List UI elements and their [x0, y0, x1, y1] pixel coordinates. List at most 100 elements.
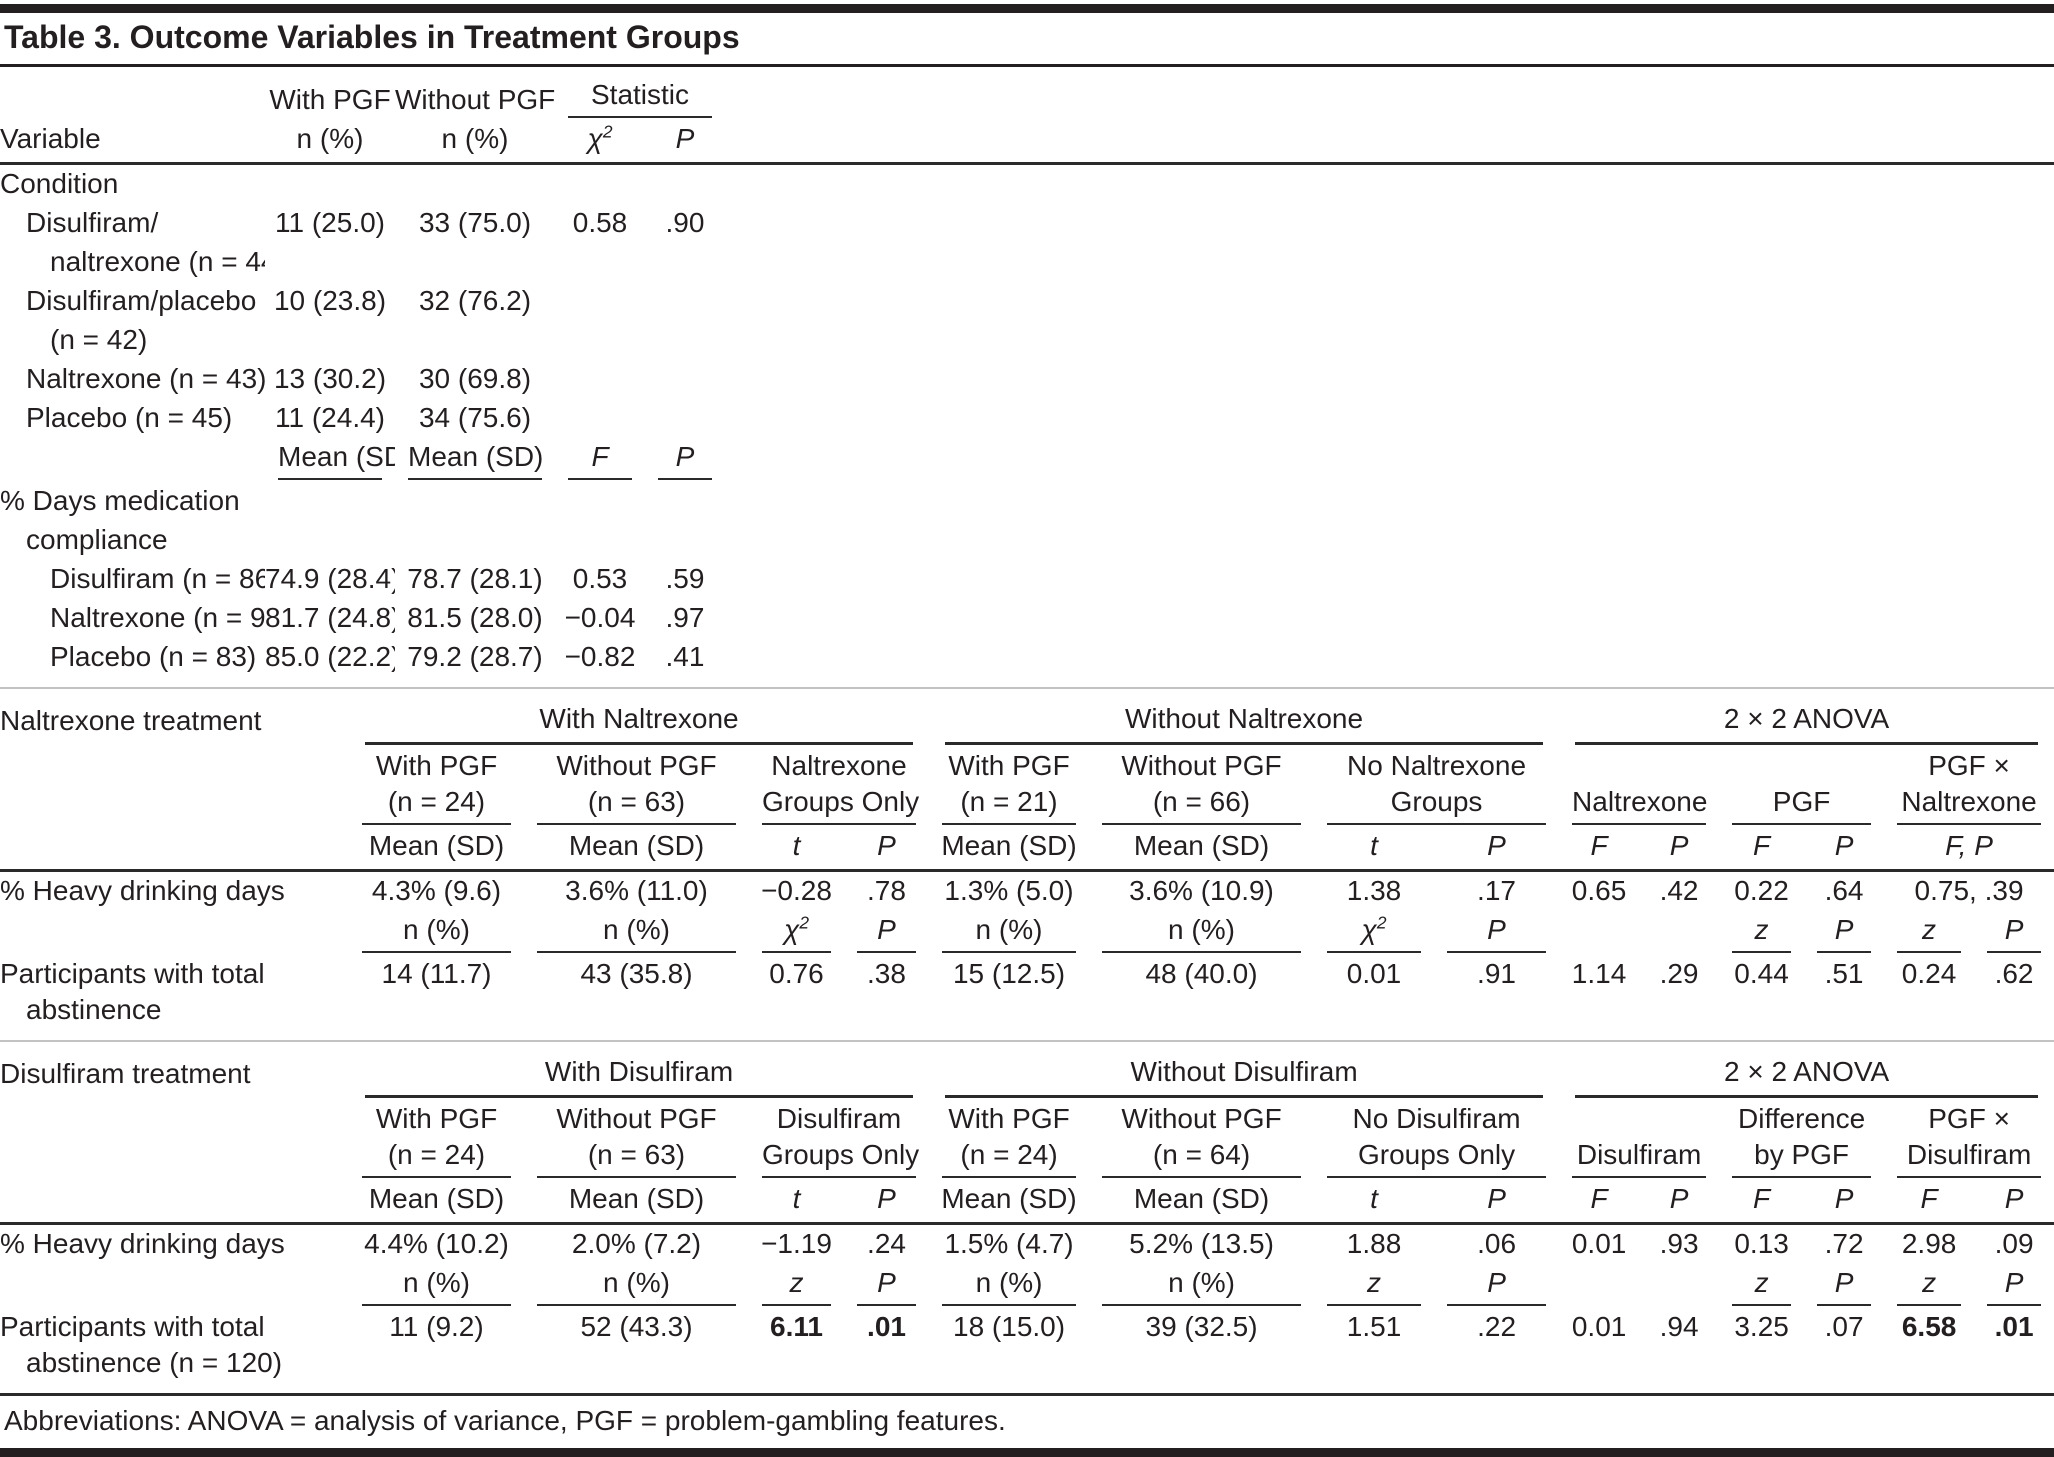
cell [645, 282, 725, 321]
col-header: Without PGF (n = 64) [1089, 1100, 1314, 1180]
cell [725, 399, 2054, 438]
cell [265, 321, 395, 360]
cell: −1.19 [761, 1228, 832, 1259]
underlined-header: With PGF (n = 24) [362, 1101, 511, 1178]
row-label: compliance [26, 524, 168, 555]
col-header-fp: F, P [1884, 827, 2054, 872]
col-header: n (%) [524, 1264, 749, 1308]
cell: 11 (24.4) [275, 402, 385, 433]
underlined-header: P [1447, 1265, 1547, 1306]
cell: 11 (9.2) [389, 1311, 484, 1342]
col-header-z: z [1884, 911, 1974, 955]
table-row: % Heavy drinking days 4.4% (10.2) 2.0% (… [0, 1224, 2054, 1265]
col-header-chi2: χ2 [555, 120, 645, 165]
cell: 1.14 [1571, 958, 1627, 989]
col-header: n (%) [349, 911, 524, 955]
underlined-header: 2 × 2 ANOVA [1575, 1054, 2039, 1098]
cell [725, 120, 2054, 165]
cell: 0.58 [572, 207, 628, 238]
cell: 48 (40.0) [1145, 958, 1258, 989]
cell: .24 [867, 1228, 906, 1259]
underlined-header: Naltrexone [1572, 784, 1707, 825]
table-row: % Heavy drinking days 4.3% (9.6) 3.6% (1… [0, 871, 2054, 912]
underlined-header: n (%) [362, 1265, 511, 1306]
col-header-p: P [1639, 827, 1720, 872]
col-header-p: P [844, 1180, 930, 1225]
cell: 0.75, .39 [1914, 875, 2024, 906]
col-header: n (%) [929, 1264, 1089, 1308]
footer-rule [0, 1393, 2054, 1396]
row-label: (n = 42) [50, 324, 148, 355]
cell: 0.01 [1346, 958, 1402, 989]
cell: .22 [1477, 1311, 1517, 1342]
col-header: With PGF (n = 21) [929, 747, 1089, 827]
cell [725, 321, 2054, 360]
cell: 10 (23.8) [273, 285, 387, 316]
cell: 85.0 (22.2) [265, 641, 395, 672]
table-row: n (%) n (%) z P n (%) n (%) z P z P z P [0, 1264, 2054, 1308]
col-header-chi2: χ2 [749, 911, 844, 955]
underlined-header: n (%) [942, 912, 1076, 953]
table-row: Mean (SD) Mean (SD) t P Mean (SD) Mean (… [0, 827, 2054, 872]
col-header-z: z [749, 1264, 844, 1308]
col-header: With PGF [269, 84, 391, 115]
col-header-t: t [749, 1180, 844, 1225]
cell: .93 [1659, 1228, 1699, 1259]
cell: 78.7 (28.1) [407, 563, 543, 594]
cell [725, 243, 2054, 282]
table-row: Naltrexone (n = 43) 13 (30.2) 30 (69.8) [0, 360, 2054, 399]
col-header: PGF [1719, 747, 1884, 827]
table-row: n (%) n (%) χ2 P n (%) n (%) χ2 P z P z … [0, 911, 2054, 955]
underlined-header: z [1327, 1265, 1422, 1306]
underlined-header: PGF × Disulfiram [1897, 1101, 2042, 1178]
underlined-header: Without Naltrexone [945, 701, 1544, 745]
cell: 11 (25.0) [275, 207, 385, 238]
col-header-variable: Variable [0, 120, 265, 165]
cell: .91 [1477, 958, 1516, 989]
table-row: Placebo (n = 83) 85.0 (22.2) 79.2 (28.7)… [0, 638, 2054, 687]
cell: 0.01 [1571, 1311, 1627, 1342]
section-divider [0, 687, 2054, 689]
underlined-header: Without PGF (n = 66) [1102, 748, 1301, 825]
cell [725, 560, 2054, 599]
col-header-f: F [1559, 1180, 1640, 1225]
underlined-header: χ2 [1327, 912, 1421, 953]
span-header: Without Disulfiram [929, 1042, 1559, 1100]
cell: .06 [1477, 1228, 1517, 1259]
underlined-header: n (%) [537, 1265, 736, 1306]
col-header: n (%) [524, 911, 749, 955]
cell: 6.11 [770, 1311, 823, 1342]
underlined-header: Without Disulfiram [945, 1054, 1544, 1098]
col-header-f: F [1559, 827, 1640, 872]
col-header-p: P [1974, 911, 2054, 955]
cell: 2.0% (7.2) [571, 1228, 702, 1259]
cell: 0.22 [1734, 875, 1789, 906]
table-row: With PGF Without PGF Statistic [0, 67, 2054, 120]
cell: .62 [1994, 958, 2034, 989]
col-header: Mean (SD) [395, 438, 555, 482]
col-header: n (%) [395, 120, 555, 165]
col-header: n (%) [1089, 1264, 1314, 1308]
col-header-t: t [1314, 1180, 1435, 1225]
row-label: Disulfiram (n = 86) [50, 563, 265, 594]
chi-symbol: χ [587, 123, 603, 154]
span-header: With Disulfiram [349, 1042, 929, 1100]
underlined-header: z [762, 1265, 831, 1306]
row-label: Participants with total abstinence [0, 958, 265, 1025]
underlined-header: Naltrexone Groups Only [762, 748, 919, 825]
cell: 30 (69.8) [418, 363, 532, 394]
cell [0, 1264, 349, 1308]
col-header-f: F [1884, 1180, 1975, 1225]
col-header-p: P [1974, 1180, 2054, 1225]
underlined-header: Mean (SD) [278, 439, 395, 480]
col-header: Mean (SD) [349, 827, 524, 872]
underlined-header: Without PGF (n = 63) [537, 748, 736, 825]
cell: 74.9 (28.4) [265, 563, 395, 594]
cell [555, 321, 645, 360]
cell [555, 399, 645, 438]
cell: 1.88 [1346, 1228, 1402, 1259]
cell [555, 282, 645, 321]
cell [725, 67, 2054, 120]
col-header-t: t [1314, 827, 1434, 872]
col-header: n (%) [265, 120, 395, 165]
